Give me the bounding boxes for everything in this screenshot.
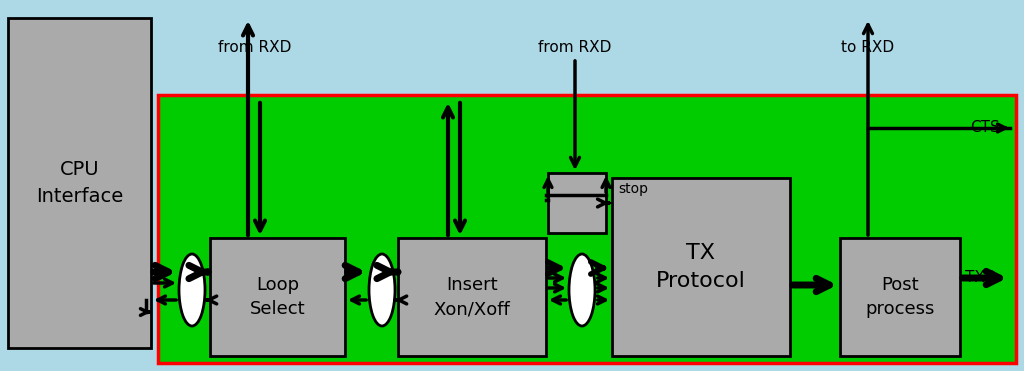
Ellipse shape (179, 254, 205, 326)
Text: Loop
Select: Loop Select (250, 276, 305, 318)
FancyBboxPatch shape (158, 95, 1016, 363)
Text: CTS: CTS (970, 121, 999, 135)
Text: TXD: TXD (965, 270, 996, 286)
Text: stop: stop (618, 182, 648, 196)
Ellipse shape (569, 254, 595, 326)
FancyBboxPatch shape (398, 238, 546, 356)
Text: Post
process: Post process (865, 276, 935, 318)
Text: Insert
Xon/Xoff: Insert Xon/Xoff (433, 276, 510, 318)
FancyBboxPatch shape (210, 238, 345, 356)
Ellipse shape (369, 254, 395, 326)
FancyBboxPatch shape (612, 178, 790, 356)
FancyBboxPatch shape (840, 238, 961, 356)
Text: to RXD: to RXD (842, 40, 895, 56)
FancyBboxPatch shape (8, 18, 151, 348)
FancyBboxPatch shape (548, 173, 606, 233)
Text: CPU
Interface: CPU Interface (36, 160, 123, 206)
Text: from RXD: from RXD (539, 40, 611, 56)
Text: TX
Protocol: TX Protocol (656, 243, 745, 291)
Text: from RXD: from RXD (218, 40, 292, 56)
